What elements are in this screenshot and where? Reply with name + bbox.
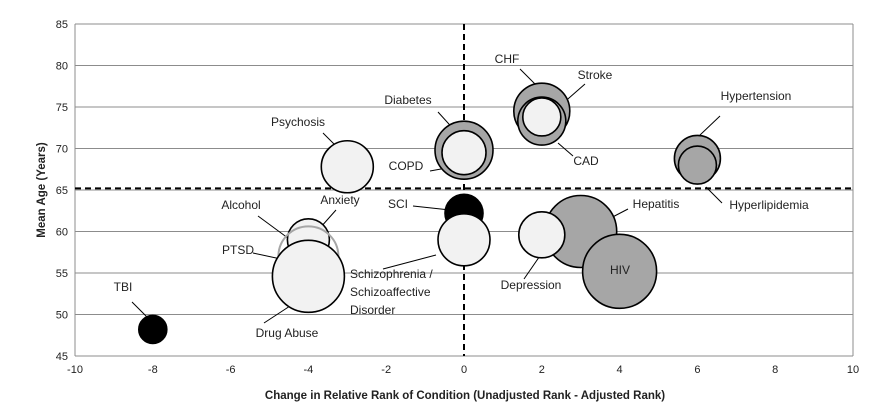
x-tick-label: -2: [381, 364, 391, 376]
bubble-hiv: [581, 233, 658, 310]
bubble-hyperlipidemia: [677, 145, 718, 185]
label-anxiety: Anxiety: [320, 193, 359, 207]
x-axis-title: Change in Relative Rank of Condition (Un…: [265, 390, 665, 402]
y-tick-label: 85: [56, 19, 68, 31]
x-tick-label: -4: [304, 364, 314, 376]
label-alcohol: Alcohol: [221, 198, 260, 212]
x-tick-label: 6: [694, 364, 700, 376]
leader-line: [699, 115, 721, 136]
y-tick-label: 65: [56, 185, 68, 197]
bubble-labels: CHF CAD Stroke Diabetes COPD Hypertension Hype…: [114, 52, 809, 340]
label-chf: CHF: [495, 52, 520, 66]
label-tbi: TBI: [114, 280, 133, 294]
leader-line: [705, 186, 723, 204]
label-stroke: Stroke: [578, 68, 613, 82]
y-tick-label: 50: [56, 310, 68, 322]
label-ptsd: PTSD: [222, 243, 254, 257]
label-copd: COPD: [389, 159, 424, 173]
label-diabetes: Diabetes: [384, 93, 431, 107]
x-tick-label: 4: [617, 364, 623, 376]
leader-line: [557, 142, 574, 157]
label-hiv: HIV: [610, 263, 630, 277]
leader-line: [263, 305, 291, 324]
bubble-copd: [441, 129, 487, 176]
y-tick-label: 75: [56, 102, 68, 114]
x-tick-label: 8: [772, 364, 778, 376]
y-tick-label: 70: [56, 144, 68, 156]
y-axis-title: Mean Age (Years): [36, 142, 48, 238]
label-drug-abuse: Drug Abuse: [256, 326, 319, 340]
y-tick-label: 80: [56, 61, 68, 73]
bubble-drug-abuse: [271, 239, 346, 314]
label-cad: CAD: [573, 154, 599, 168]
bubble-stroke: [521, 97, 562, 137]
bubble-tbi: [138, 314, 168, 345]
bubble-psychosis: [320, 139, 375, 194]
label-depression: Depression: [501, 278, 562, 292]
leader-line: [519, 68, 538, 87]
x-tick-label: 10: [847, 364, 859, 376]
label-psychosis: Psychosis: [271, 115, 325, 129]
label-hepatitis: Hepatitis: [633, 197, 680, 211]
label-sci: SCI: [388, 197, 408, 211]
y-tick-label: 45: [56, 351, 68, 363]
x-tick-label: -6: [226, 364, 236, 376]
bubble-schizophrenia-schizoaffective-disorder: [437, 213, 491, 267]
label-schizophrenia-schizoaffective-disorder: Schizophrenia / Schizoaffective Disorder: [350, 267, 433, 317]
y-axis-ticks: 45 50 55 60 65 70 75 80 85: [56, 19, 68, 363]
bubbles: [138, 82, 722, 345]
bubble-depression: [517, 211, 566, 259]
x-axis-ticks: -10 -8 -6 -4 -2 0 2 4 6 8 10: [67, 364, 859, 376]
x-tick-label: 0: [461, 364, 467, 376]
leader-line: [382, 254, 437, 270]
y-tick-label: 55: [56, 268, 68, 280]
x-tick-label: 2: [539, 364, 545, 376]
y-tick-label: 60: [56, 227, 68, 239]
reference-lines: [75, 24, 853, 356]
label-hypertension: Hypertension: [721, 89, 792, 103]
leader-line: [412, 205, 451, 211]
x-tick-label: -8: [148, 364, 158, 376]
x-tick-label: -10: [67, 364, 83, 376]
label-hyperlipidemia: Hyperlipidemia: [729, 198, 809, 212]
